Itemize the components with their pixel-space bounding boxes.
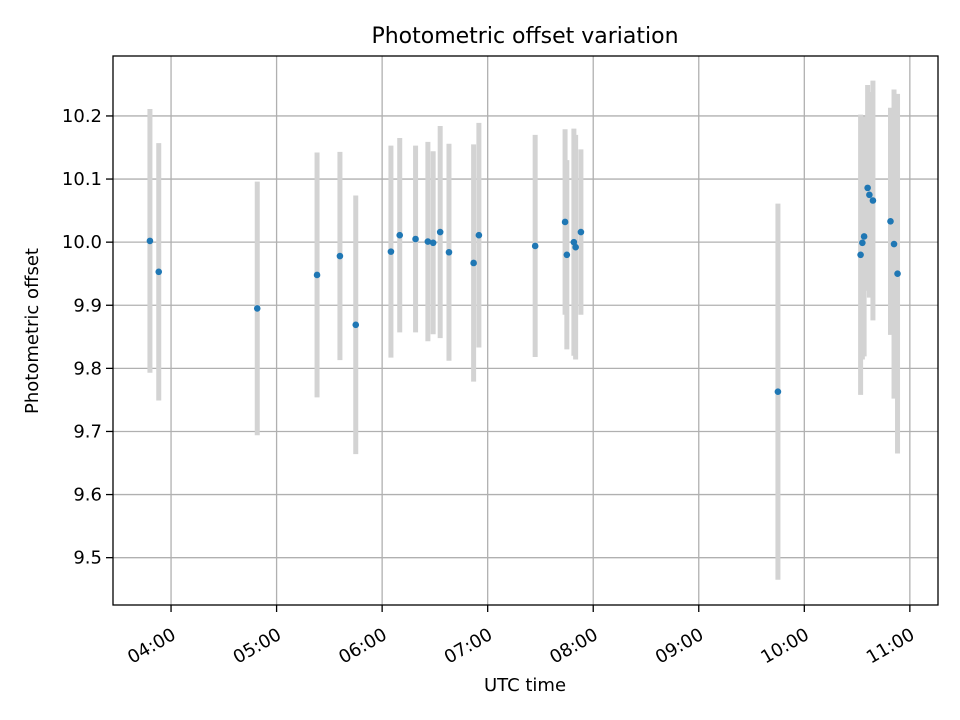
data-point	[155, 268, 163, 276]
y-tick-label: 9.5	[73, 548, 102, 569]
data-point	[894, 270, 901, 278]
data-points	[146, 184, 901, 396]
data-point	[561, 218, 569, 226]
data-point	[424, 238, 432, 245]
data-point	[572, 243, 579, 251]
data-point	[445, 248, 453, 256]
data-point	[857, 251, 864, 259]
data-point	[577, 228, 585, 236]
data-point	[396, 231, 404, 239]
y-tick-label: 10.0	[62, 232, 102, 253]
data-point	[869, 197, 877, 204]
y-tick-label: 9.8	[73, 358, 102, 379]
data-point	[890, 240, 898, 248]
y-tick-label: 9.6	[73, 485, 102, 506]
y-tick-label: 9.7	[73, 421, 102, 442]
data-point	[352, 321, 360, 329]
data-point	[864, 184, 871, 192]
data-point	[313, 271, 321, 279]
data-point	[429, 239, 437, 247]
data-point	[475, 231, 483, 239]
y-tick-label: 10.1	[62, 169, 102, 190]
x-axis-label: UTC time	[484, 675, 566, 696]
data-point	[887, 218, 894, 225]
data-point	[146, 237, 154, 245]
data-point	[387, 248, 395, 255]
data-point	[563, 251, 571, 259]
data-point	[436, 228, 444, 236]
data-point	[531, 242, 539, 250]
data-point	[336, 252, 344, 260]
grid-lines	[113, 56, 938, 605]
plot-frame	[112, 55, 939, 606]
y-axis-label: Photometric offset	[22, 248, 43, 414]
chart-title: Photometric offset variation	[371, 24, 678, 49]
y-axis-ticks: 9.5 9.6 9.7 9.8 9.9 10.0 10.1 10.2	[62, 106, 113, 569]
data-point	[412, 235, 419, 243]
data-point	[860, 233, 868, 240]
data-point	[859, 239, 866, 247]
data-point	[570, 238, 578, 246]
data-point	[774, 388, 782, 396]
data-point	[253, 305, 261, 312]
y-tick-label: 10.2	[62, 106, 102, 127]
y-tick-label: 9.9	[73, 295, 102, 316]
data-point	[866, 191, 873, 199]
data-point	[470, 259, 477, 267]
